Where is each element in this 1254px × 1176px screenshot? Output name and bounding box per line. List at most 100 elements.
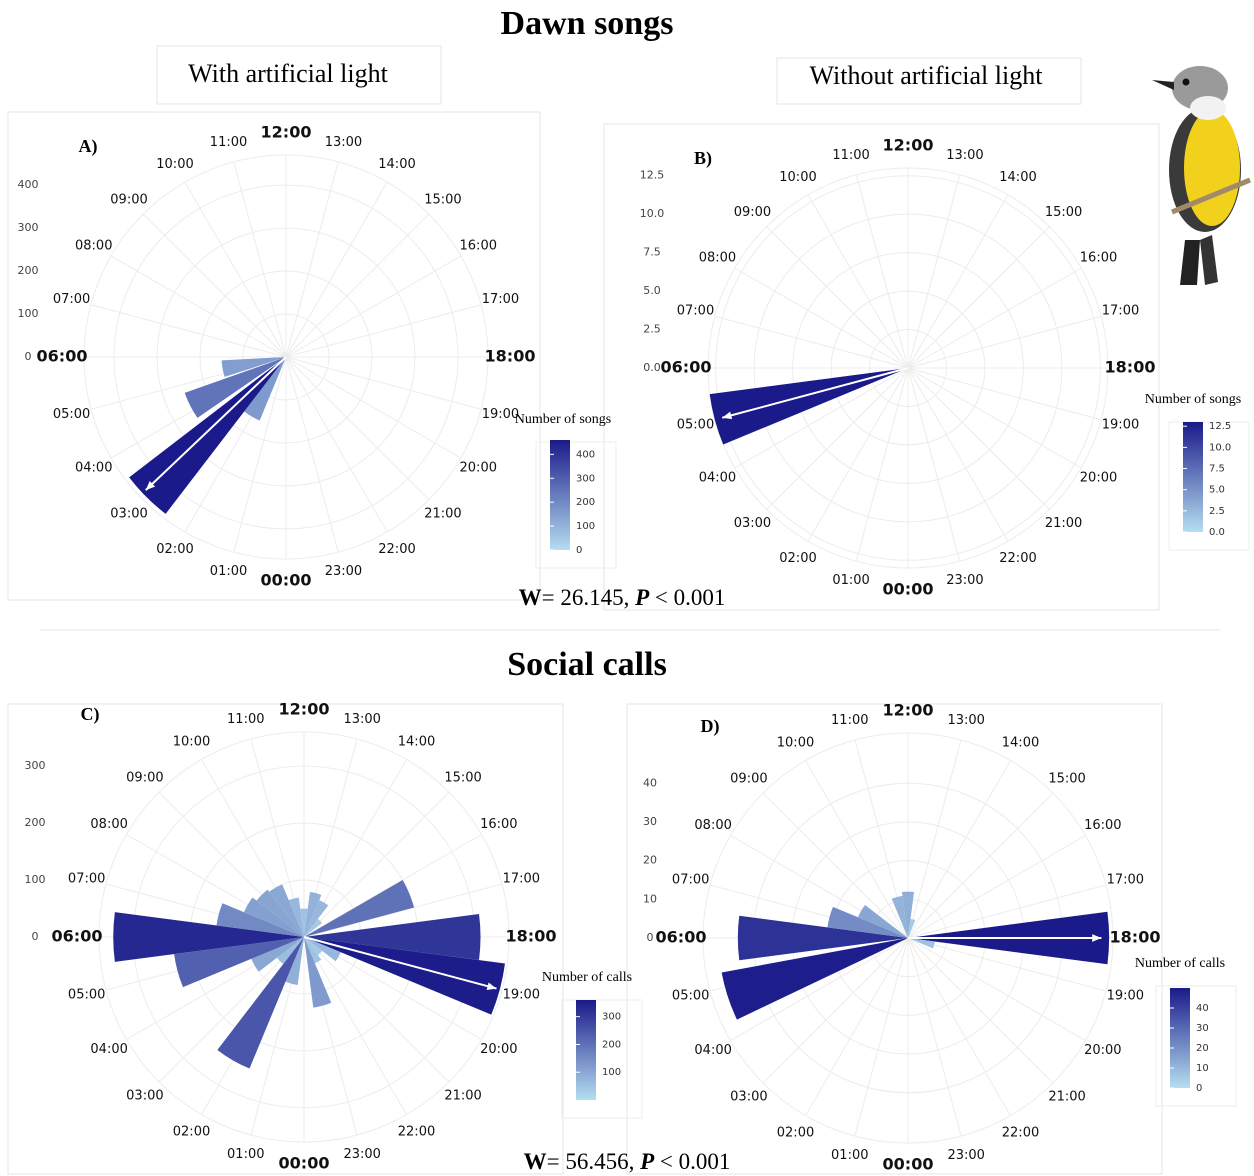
angle-label: 19:00 (1102, 417, 1139, 432)
angle-label: 17:00 (503, 871, 540, 886)
angle-label: 23:00 (947, 1148, 984, 1163)
angle-label-major: 12:00 (883, 136, 934, 155)
y-tick-label: 0 (25, 350, 32, 363)
angle-label: 04:00 (699, 471, 736, 486)
angle-label: 22:00 (378, 542, 415, 557)
polar-chart: 010020030040000:0001:0002:0003:0004:0005… (18, 123, 617, 590)
y-tick-label: 100 (18, 307, 39, 320)
colorbar-tick-label: 200 (576, 497, 595, 508)
stat-part: = 26.145, (542, 585, 635, 610)
colorbar-tick-label: 300 (602, 1012, 621, 1023)
angle-label-major: 12:00 (883, 701, 934, 720)
spoke (908, 368, 1049, 509)
angle-label: 19:00 (1107, 989, 1144, 1004)
angle-label: 17:00 (482, 292, 519, 307)
y-tick-label: 40 (643, 776, 657, 789)
angle-label: 21:00 (424, 506, 461, 521)
angle-label: 09:00 (110, 193, 147, 208)
angle-label: 02:00 (777, 1125, 814, 1140)
spoke (908, 368, 1081, 468)
legend-title: Number of calls (1135, 956, 1225, 971)
angle-label: 07:00 (53, 292, 90, 307)
angle-label: 07:00 (672, 872, 709, 887)
colorbar-tick-label: 0.0 (1209, 527, 1225, 538)
colorbar (576, 1000, 596, 1100)
angle-label: 13:00 (325, 135, 362, 150)
angle-label: 14:00 (398, 735, 435, 750)
angle-label: 08:00 (699, 251, 736, 266)
y-tick-label: 100 (25, 873, 46, 886)
y-tick-label: 10.0 (640, 207, 665, 220)
angle-label: 15:00 (444, 770, 481, 785)
y-tick-label: 7.5 (643, 246, 661, 259)
spoke (908, 938, 1011, 1116)
angle-label: 11:00 (227, 712, 264, 727)
angle-label: 20:00 (460, 461, 497, 476)
spoke (908, 760, 1011, 938)
stat-part: P (634, 585, 650, 610)
angle-label: 20:00 (1084, 1043, 1121, 1058)
y-tick-label: 200 (18, 264, 39, 277)
subtitle: With artificial light (188, 59, 388, 88)
angle-label: 10:00 (777, 736, 814, 751)
y-tick-label: 300 (25, 759, 46, 772)
spoke (908, 227, 1049, 368)
angle-label: 13:00 (947, 713, 984, 728)
angle-label: 15:00 (1045, 205, 1082, 220)
bird-illustration (1152, 66, 1250, 285)
spoke (908, 740, 961, 938)
colorbar-tick-label: 7.5 (1209, 464, 1225, 475)
angle-label-major: 12:00 (261, 123, 312, 142)
colorbar-tick-label: 100 (602, 1067, 621, 1078)
angle-label: 05:00 (53, 407, 90, 422)
angle-label: 14:00 (1002, 736, 1039, 751)
angle-label: 03:00 (110, 506, 147, 521)
spoke (908, 195, 1008, 368)
angle-label: 07:00 (68, 871, 105, 886)
y-tick-label: 200 (25, 816, 46, 829)
angle-label: 22:00 (398, 1124, 435, 1139)
y-tick-label: 5.0 (643, 284, 661, 297)
angle-label-major: 06:00 (661, 358, 712, 377)
panel-label: D) (701, 716, 720, 737)
angle-label: 19:00 (503, 988, 540, 1003)
angle-label: 11:00 (831, 713, 868, 728)
bar (710, 368, 908, 445)
stat-part: W (524, 1149, 547, 1174)
angle-label: 09:00 (730, 771, 767, 786)
title: Social calls (507, 646, 667, 683)
colorbar-tick-label: 0 (1196, 1083, 1202, 1094)
spoke (855, 938, 908, 1136)
stat-text: W= 26.145, P < 0.001 (519, 585, 726, 610)
colorbar (550, 440, 570, 550)
angle-label: 05:00 (672, 989, 709, 1004)
stat-text: W= 56.456, P < 0.001 (524, 1149, 731, 1174)
stat-part: = 56.456, (547, 1149, 640, 1174)
y-tick-label: 0 (647, 931, 654, 944)
angle-label: 02:00 (173, 1124, 210, 1139)
angle-label: 05:00 (68, 988, 105, 1003)
angle-label: 10:00 (173, 735, 210, 750)
panel-label: C) (81, 704, 100, 725)
angle-label: 20:00 (1080, 471, 1117, 486)
angle-label-major: 18:00 (1105, 358, 1156, 377)
y-tick-label: 20 (643, 854, 657, 867)
colorbar-tick-label: 30 (1196, 1023, 1209, 1034)
angle-label-major: 18:00 (1110, 928, 1161, 947)
title: Dawn songs (501, 5, 674, 42)
spoke (908, 368, 1008, 541)
colorbar (1170, 988, 1190, 1088)
y-tick-label: 2.5 (643, 323, 661, 336)
angle-label-major: 12:00 (279, 700, 330, 719)
angle-label: 20:00 (480, 1042, 517, 1057)
angle-label: 04:00 (694, 1043, 731, 1058)
angle-label: 16:00 (1084, 818, 1121, 833)
angle-label: 15:00 (1048, 771, 1085, 786)
angle-label-major: 18:00 (485, 347, 536, 366)
stat-part: < 0.001 (654, 1149, 730, 1174)
y-tick-label: 12.5 (640, 169, 665, 182)
polar-chart: 01020304000:0001:0002:0003:0004:0005:000… (643, 701, 1236, 1174)
angle-label: 01:00 (832, 573, 869, 588)
angle-label-major: 00:00 (261, 571, 312, 590)
angle-label: 02:00 (156, 542, 193, 557)
